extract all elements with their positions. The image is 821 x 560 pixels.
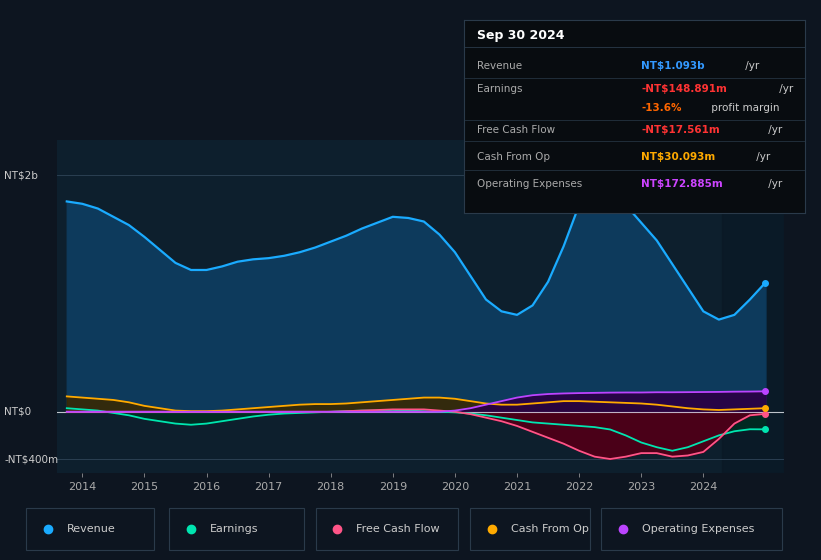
Text: Free Cash Flow: Free Cash Flow: [478, 125, 556, 135]
Text: /yr: /yr: [764, 179, 782, 189]
Bar: [722, 140, 784, 473]
Text: -NT$148.891m: -NT$148.891m: [641, 84, 727, 94]
Text: Sep 30 2024: Sep 30 2024: [478, 29, 565, 42]
Text: Operating Expenses: Operating Expenses: [478, 179, 583, 189]
Text: /yr: /yr: [764, 125, 782, 135]
Text: Free Cash Flow: Free Cash Flow: [356, 524, 440, 534]
Text: Revenue: Revenue: [67, 524, 116, 534]
Text: /yr: /yr: [742, 61, 759, 71]
Text: NT$2b: NT$2b: [4, 170, 38, 180]
Text: NT$172.885m: NT$172.885m: [641, 179, 722, 189]
Text: Revenue: Revenue: [478, 61, 523, 71]
Text: Cash From Op: Cash From Op: [511, 524, 589, 534]
Text: Cash From Op: Cash From Op: [478, 152, 551, 162]
Text: /yr: /yr: [754, 152, 771, 162]
Text: -13.6%: -13.6%: [641, 104, 681, 114]
Text: Operating Expenses: Operating Expenses: [642, 524, 754, 534]
Text: Earnings: Earnings: [478, 84, 523, 94]
Text: -NT$17.561m: -NT$17.561m: [641, 125, 720, 135]
Text: NT$0: NT$0: [4, 407, 31, 417]
Text: -NT$400m: -NT$400m: [4, 454, 58, 464]
Text: /yr: /yr: [776, 84, 793, 94]
Text: NT$1.093b: NT$1.093b: [641, 61, 704, 71]
Text: NT$30.093m: NT$30.093m: [641, 152, 715, 162]
Text: Earnings: Earnings: [210, 524, 259, 534]
Text: profit margin: profit margin: [709, 104, 780, 114]
